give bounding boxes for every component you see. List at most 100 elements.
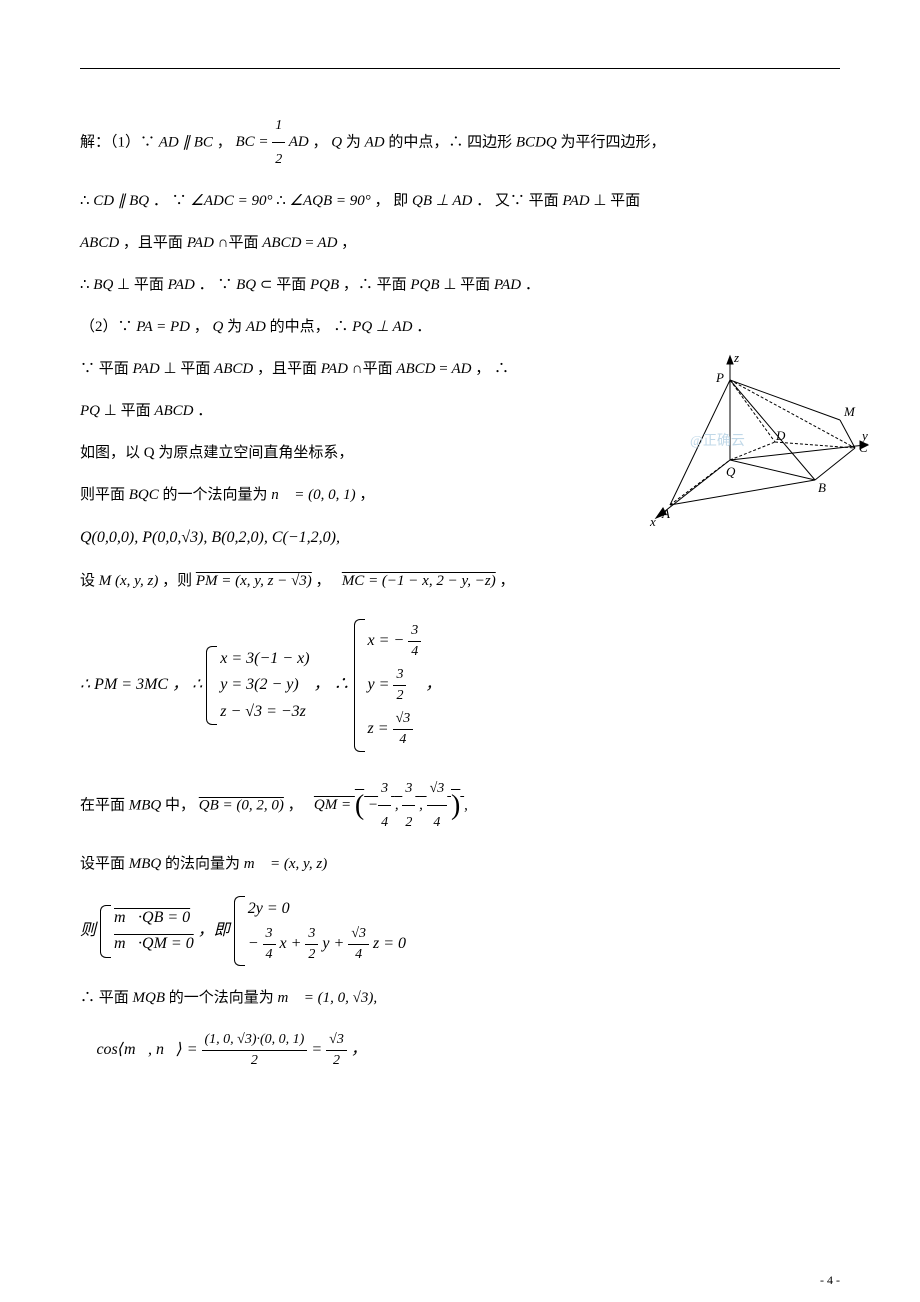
text: ⊥ 平面 [593, 193, 640, 209]
math-ad: AD [365, 134, 385, 150]
text: ，且平面 [257, 361, 321, 377]
sys1-r2: y = 3(2 − y) [220, 672, 309, 698]
t: = [311, 1041, 326, 1058]
math-bqc: BQC [129, 487, 159, 503]
t: z = [368, 720, 393, 737]
sys2-r3: z = √34 [368, 707, 422, 751]
text: 则平面 [80, 487, 129, 503]
frac-half: 1 2 [272, 109, 285, 177]
t: ∴ cos⟨m⃗, n⃗⟩ = [80, 1041, 202, 1058]
cos-frac-r: √3 2 [326, 1030, 347, 1070]
text: 的法向量为 [165, 856, 244, 872]
sys-post: ， [425, 676, 441, 693]
math-ad4: AD [451, 361, 471, 377]
system-block: ∴ PM = 3MC ， ∴ x = 3(−1 − x) y = 3(2 − y… [80, 619, 840, 752]
math-pqb: PQB [310, 277, 339, 293]
math-ad-bc: AD ∥ BC [159, 134, 213, 150]
math-q: Q [331, 134, 342, 150]
top-rule [80, 68, 840, 69]
geometry-figure: z P M C D B Q A x y @正确云 [630, 350, 870, 530]
math-pad3: PAD [168, 277, 195, 293]
text: 的中点， ∴ [270, 319, 353, 335]
lbl-x: x [649, 514, 656, 529]
solution-line-10: Q(0,0,0), P(0,0,√3), B(0,2,0), C(−1,2,0)… [80, 527, 840, 549]
sys1-r1: x = 3(−1 − x) [220, 646, 309, 672]
solution-line-16: ∴ cos⟨m⃗, n⃗⟩ = (1, 0, √3)·(0, 0, 1) 2 =… [80, 1030, 840, 1070]
n: √3 [393, 709, 414, 730]
text: ∴ 平面 [80, 990, 133, 1006]
solution-line-12: 在平面 MBQ 中， QB = (0, 2, 0) ， QM = ( −34 ,… [80, 772, 840, 840]
math-bcdq: BCDQ [516, 134, 557, 150]
frac: 32 [393, 665, 406, 705]
frac: 34 [408, 621, 421, 661]
math-ad3: AD [246, 319, 266, 335]
text: ⊥ 平面 [443, 277, 494, 293]
text: 为 [227, 319, 246, 335]
math-qb020: QB = (0, 2, 0) [199, 797, 284, 813]
n: √3 [348, 924, 369, 945]
f: 32 [305, 924, 318, 964]
t: x = − [368, 632, 405, 649]
solution-line-1: 解：（1）∵ AD ∥ BC ， BC = 1 2 AD ， Q 为 AD 的中… [80, 109, 840, 177]
sys3-r2: m⃗·QM = 0 [114, 931, 194, 957]
num: 1 [272, 109, 285, 144]
text: 则 [80, 922, 96, 939]
n: 3 [305, 924, 318, 945]
n: 3 [393, 665, 406, 686]
text: = [305, 235, 317, 251]
text: ∴ [80, 193, 93, 209]
math-bq2: BQ [236, 277, 256, 293]
cos-frac: (1, 0, √3)·(0, 0, 1) 2 [202, 1030, 308, 1070]
math-mxyz2: m⃗ = (x, y, z) [244, 856, 327, 872]
n: √3 [326, 1030, 347, 1051]
math-bc-half-ad: BC = 1 2 AD [235, 134, 312, 150]
math-pad5: PAD [133, 361, 160, 377]
lbl-D: D [775, 428, 786, 443]
text: ∩平面 [352, 361, 397, 377]
text: ． [197, 403, 212, 419]
math-pm: PM = (x, y, z − √3) [196, 573, 312, 589]
text: ⊥ 平面 [117, 277, 168, 293]
text: ，且平面 [123, 235, 187, 251]
math-ad2: AD [317, 235, 337, 251]
text: 设平面 [80, 856, 129, 872]
text: （2）∵ [80, 319, 136, 335]
text: 在平面 [80, 797, 129, 813]
text: ，即 [198, 922, 230, 939]
math-abcd4: ABCD [396, 361, 435, 377]
n: 3 [378, 772, 391, 807]
d: 4 [348, 945, 369, 965]
d: 2 [393, 686, 406, 706]
text: ， [500, 573, 515, 589]
d: 4 [408, 642, 421, 662]
sys3-r1: m⃗·QB = 0 [114, 905, 194, 931]
math-aqb90: ∠AQB = 90° [290, 193, 371, 209]
f: √34 [348, 924, 369, 964]
math-pad2: PAD [187, 235, 214, 251]
den: 2 [272, 143, 285, 177]
t: y = [368, 676, 394, 693]
t: x + [280, 935, 306, 952]
d: 4 [263, 945, 276, 965]
d: 4 [427, 806, 448, 840]
text: 中， [165, 797, 195, 813]
solution-line-13: 设平面 MBQ 的法向量为 m⃗ = (x, y, z) [80, 846, 840, 882]
text: ， [316, 573, 331, 589]
text: 设 [80, 573, 99, 589]
text: ，∴ 平面 [343, 277, 411, 293]
solution-line-15: ∴ 平面 MQB 的一个法向量为 m⃗ = (1, 0, √3), [80, 980, 840, 1016]
lbl-P: P [715, 370, 724, 385]
t: , [419, 797, 427, 813]
math-q2: Q [213, 319, 224, 335]
text: ， ∴ [475, 361, 509, 377]
math-abcd5: ABCD [154, 403, 193, 419]
text: 的一个法向量为 [169, 990, 278, 1006]
math-n001: n⃗ = (0, 0, 1) [271, 487, 355, 503]
text: ∵ 平面 [80, 361, 133, 377]
math-abcd3: ABCD [214, 361, 253, 377]
math-bq: BQ [93, 277, 113, 293]
solution-line-2: ∴ CD ∥ BQ ． ∵ ∠ADC = 90° ∴ ∠AQB = 90° ， … [80, 183, 840, 219]
math-mbq2: MBQ [129, 856, 162, 872]
math-pq: PQ [80, 403, 100, 419]
math-pad4: PAD [494, 277, 521, 293]
